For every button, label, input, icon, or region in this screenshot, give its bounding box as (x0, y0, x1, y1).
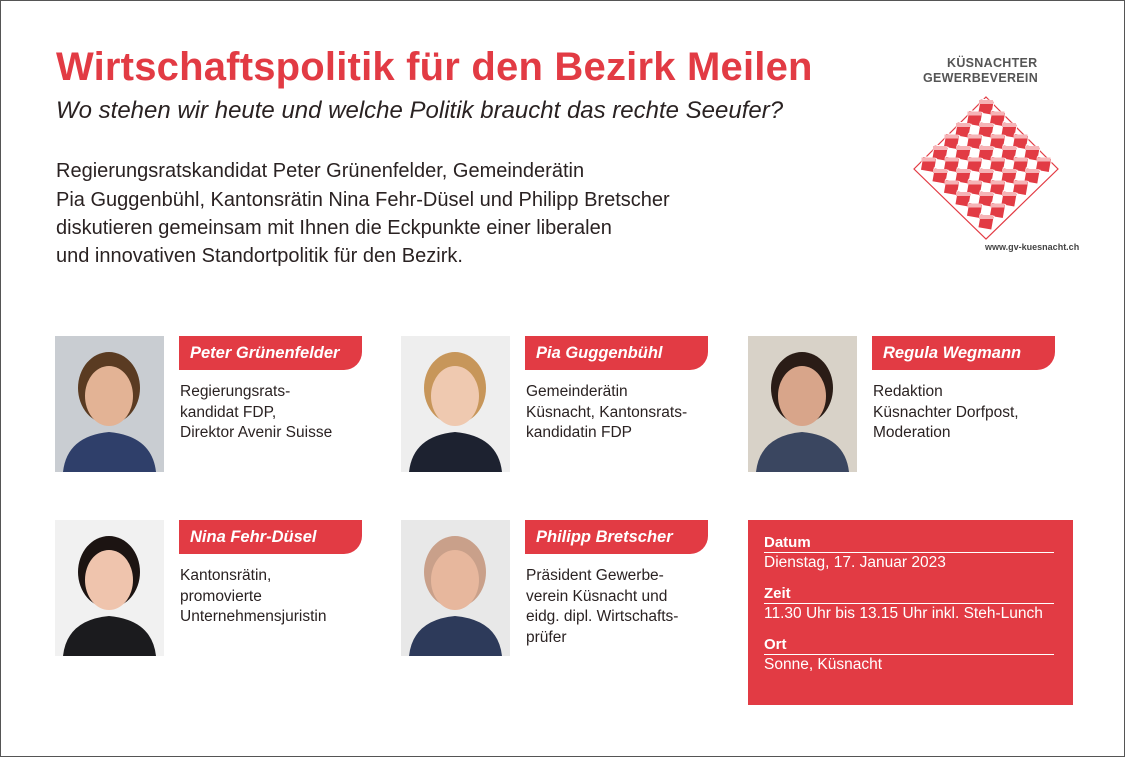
logo-cube-top (956, 192, 970, 196)
logo-cube-top (979, 192, 993, 196)
logo-cube-top (1013, 180, 1028, 185)
logo-cube-top (1025, 146, 1039, 150)
logo-cube-top (1013, 157, 1028, 162)
info-label: Zeit (764, 585, 1054, 604)
speaker-role: Kantonsrätin, (180, 567, 272, 584)
info-label: Ort (764, 636, 1054, 655)
logo-cube-top (979, 123, 993, 127)
logo-outline (913, 96, 1059, 240)
logo-cube-top (967, 203, 982, 208)
logo-cube-top (990, 203, 1005, 208)
speaker-name: Nina Fehr-Düsel (179, 520, 362, 554)
photo-body (63, 432, 156, 472)
photo-face (85, 550, 133, 610)
photo-face (431, 550, 479, 610)
photo-face (431, 366, 479, 426)
logo-cube-top (990, 111, 1005, 116)
speaker-role: Küsnacht, Kantonsrats- (526, 403, 688, 421)
intro-line: Regierungsratskandidat Peter Grünenfelde… (56, 160, 585, 182)
logo-cube-top (967, 111, 982, 116)
logo-cube-top (956, 169, 970, 173)
speaker-name: Philipp Bretscher (525, 520, 708, 554)
logo-cube-top (933, 169, 947, 173)
logo-cube-top (944, 180, 959, 185)
photo-body (63, 616, 156, 656)
intro-line: und innovativen Standortpolitik für den … (56, 245, 463, 267)
event-info: Datum Dienstag, 17. Januar 2023 Zeit 11.30 … (748, 520, 1073, 705)
subtitle: Wo stehen wir heute und welche Politik b… (56, 97, 784, 124)
speaker-photo (401, 336, 510, 472)
title: Wirtschaftspolitik für den Bezirk Meilen (56, 45, 813, 89)
logo-cube-top (990, 157, 1005, 162)
logo-cube-top (979, 215, 993, 219)
speaker-role: eidg. dipl. Wirtschafts- (526, 608, 679, 625)
info-value: Sonne, Küsnacht (764, 656, 883, 673)
logo-text: GEWERBEVEREIN (923, 71, 1039, 85)
logo-cube-top (979, 100, 993, 104)
intro-line: diskutieren gemeinsam mit Ihnen die Eckp… (56, 217, 612, 239)
speaker-role: Gemeinderätin (526, 383, 628, 400)
photo-body (756, 432, 849, 472)
speaker-photo (748, 336, 857, 472)
logo-cube-top (933, 146, 947, 150)
logo-text: KÜSNACHTER (947, 56, 1038, 70)
logo-cube-top (921, 157, 936, 162)
logo-cube-top (1002, 123, 1016, 127)
speaker-role: Direktor Avenir Suisse (180, 424, 333, 441)
speaker-role: Präsident Gewerbe- (526, 567, 664, 584)
speaker-role: kandidatin FDP (526, 424, 632, 441)
intro-line: Pia Guggenbühl, Kantonsrätin Nina Fehr-D… (56, 189, 670, 211)
logo-cube-top (979, 169, 993, 173)
speaker-role: Regierungsrats- (180, 383, 291, 400)
logo-cube-top (990, 180, 1005, 185)
logo-url: www.gv-kuesnacht.ch (985, 242, 1080, 252)
logo-cube-top (990, 134, 1005, 139)
speaker-role: verein Küsnacht und (526, 587, 668, 605)
speaker-photo (55, 520, 164, 656)
info-value: 11.30 Uhr bis 13.15 Uhr inkl. Steh-Lunch (764, 605, 1043, 622)
speaker-name: Peter Grünenfelder (179, 336, 362, 370)
logo-cube-top (967, 157, 982, 162)
info-value: Dienstag, 17. Januar 2023 (764, 554, 946, 571)
photo-body (409, 432, 502, 472)
speaker-role: Küsnachter Dorfpost, (873, 403, 1019, 421)
speaker-photo (401, 520, 510, 656)
logo-cube-top (1002, 146, 1016, 150)
logo-cube-top (1002, 169, 1016, 173)
logo-cube-top (944, 134, 959, 139)
speaker-role: promovierte (180, 587, 262, 605)
logo-cube-top (967, 180, 982, 185)
speaker-role: Unternehmensjuristin (180, 608, 327, 625)
info-label: Datum (764, 534, 1054, 553)
speaker-photo (55, 336, 164, 472)
logo-cube-top (979, 146, 993, 150)
logo-graphic (913, 96, 1059, 240)
logo-cube-top (956, 146, 970, 150)
speaker-name: Pia Guggenbühl (525, 336, 708, 370)
speaker-role: Redaktion (873, 383, 943, 400)
logo-cube-top (967, 134, 982, 139)
speaker-role: kandidat FDP, (180, 403, 277, 421)
logo-cube-top (1013, 134, 1028, 139)
logo-cube-top (1036, 157, 1051, 162)
logo-cube-top (944, 157, 959, 162)
speaker-role: prüfer (526, 628, 567, 646)
photo-face (85, 366, 133, 426)
logo-cube-top (1002, 192, 1016, 196)
photo-body (409, 616, 502, 656)
photo-face (778, 366, 826, 426)
speaker-name: Regula Wegmann (872, 336, 1055, 370)
logo-cube-top (956, 123, 970, 127)
speaker-role: Moderation (873, 424, 951, 441)
logo-cube-top (1025, 169, 1039, 173)
